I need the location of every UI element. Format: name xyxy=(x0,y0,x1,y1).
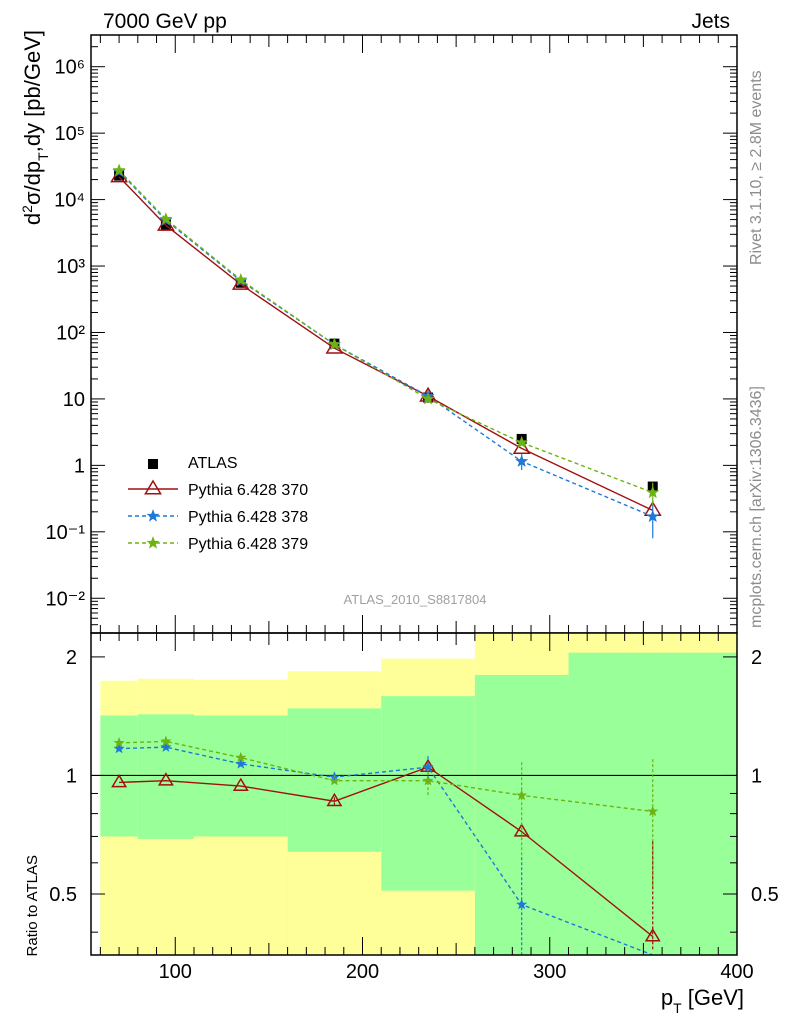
ratio-y-tick-label-right: 2 xyxy=(751,647,762,669)
header-right: Jets xyxy=(691,10,730,33)
ratio-point-pythia370 xyxy=(644,928,661,942)
ratio-y-axis-label: Ratio to ATLAS xyxy=(24,855,41,956)
data-point-atlas xyxy=(114,170,125,181)
x-tick-label: 100 xyxy=(159,961,192,983)
x-axis-label: pT [GeV] xyxy=(661,985,744,1016)
main-y-tick-label: 10³ xyxy=(56,256,85,278)
ratio-point xyxy=(328,774,341,786)
main-y-tick-label: 1 xyxy=(74,455,85,477)
ratio-point xyxy=(113,736,125,748)
data-point-pythia370 xyxy=(512,438,531,454)
ratio-point-pythia370 xyxy=(513,823,530,837)
legend-entry-label: Pythia 6.428 378 xyxy=(188,509,308,526)
data-point-pythia379 xyxy=(112,163,126,177)
legend-marker xyxy=(146,509,160,522)
uncertainty-band-outer-low xyxy=(287,851,382,955)
main-y-tick-label: 10⁵ xyxy=(54,123,85,145)
analysis-label: ATLAS_2010_S8817804 xyxy=(344,592,487,607)
ratio-plot-panel: 100 200 300 400 0.5 0.5 1 1 2 2 xyxy=(49,632,779,983)
main-y-tick-label: 10⁻² xyxy=(46,588,86,610)
legend: ATLAS Pythia 6.428 370 Pythia 6.428 378 Pyt… xyxy=(128,455,308,553)
x-tick-label: 400 xyxy=(720,961,753,983)
uncertainty-band-outer-low xyxy=(193,836,288,955)
x-tick-label: 200 xyxy=(346,961,379,983)
uncertainty-band-outer-low xyxy=(100,836,138,955)
ratio-y-tick-label: 2 xyxy=(66,647,77,669)
x-tick-label: 300 xyxy=(533,961,566,983)
main-y-tick-label: 10² xyxy=(56,322,85,344)
data-point-pythia379 xyxy=(234,272,248,286)
header-left: 7000 GeV pp xyxy=(103,10,227,33)
data-point-pythia379 xyxy=(327,337,341,350)
ratio-point xyxy=(235,751,247,763)
series-line-3 xyxy=(118,169,653,494)
main-y-tick-label: 10⁻¹ xyxy=(46,522,86,544)
legend-entry-label: Pythia 6.428 370 xyxy=(188,482,308,499)
data-point-pythia379 xyxy=(421,392,435,405)
ratio-point xyxy=(160,735,172,747)
legend-entry-label: Pythia 6.428 379 xyxy=(188,536,308,553)
main-y-tick-label: 10⁴ xyxy=(54,190,85,212)
ratio-frame xyxy=(90,632,738,956)
ratio-point-pythia370 xyxy=(157,772,174,786)
main-y-tick-label: 10⁶ xyxy=(55,57,85,79)
ratio-point-pythia370 xyxy=(111,773,128,788)
uncertainty-band-outer-low xyxy=(137,838,194,955)
series-line-1 xyxy=(118,176,654,512)
ratio-y-tick-label: 1 xyxy=(66,765,77,787)
legend-marker xyxy=(146,536,160,549)
data-point-pythia379 xyxy=(515,435,529,449)
ratio-y-tick-label: 0.5 xyxy=(49,884,77,906)
ratio-point xyxy=(113,742,125,754)
rivet-label: Rivet 3.1.10, ≥ 2.8M events xyxy=(748,70,765,265)
legend-marker xyxy=(144,479,162,495)
main-y-tick-label: 10 xyxy=(63,389,85,411)
ratio-y-tick-label-right: 0.5 xyxy=(751,884,779,906)
legend-marker-atlas xyxy=(148,459,158,469)
ratio-point xyxy=(160,741,172,752)
ratio-point-pythia370 xyxy=(232,777,249,791)
mcplots-label: mcplots.cern.ch [arXiv:1306.3436] xyxy=(748,386,765,628)
legend-entry-label: ATLAS xyxy=(188,455,238,472)
main-y-axis-label: d2σ/dpT,dy [pb/GeV] xyxy=(19,30,51,225)
data-point-pythia379 xyxy=(159,212,173,225)
ratio-point xyxy=(235,758,247,769)
uncertainty-band-outer-low xyxy=(381,890,475,955)
ratio-line-0 xyxy=(119,766,654,938)
ratio-point-pythia370 xyxy=(326,792,343,807)
uncertainty-band-inner xyxy=(568,652,737,955)
ratio-y-tick-label-right: 1 xyxy=(751,765,762,787)
main-plot-panel: 10⁻² 10⁻¹ 1 10 10² 10³ 10⁴ 10⁵ 10⁶ xyxy=(46,34,738,634)
